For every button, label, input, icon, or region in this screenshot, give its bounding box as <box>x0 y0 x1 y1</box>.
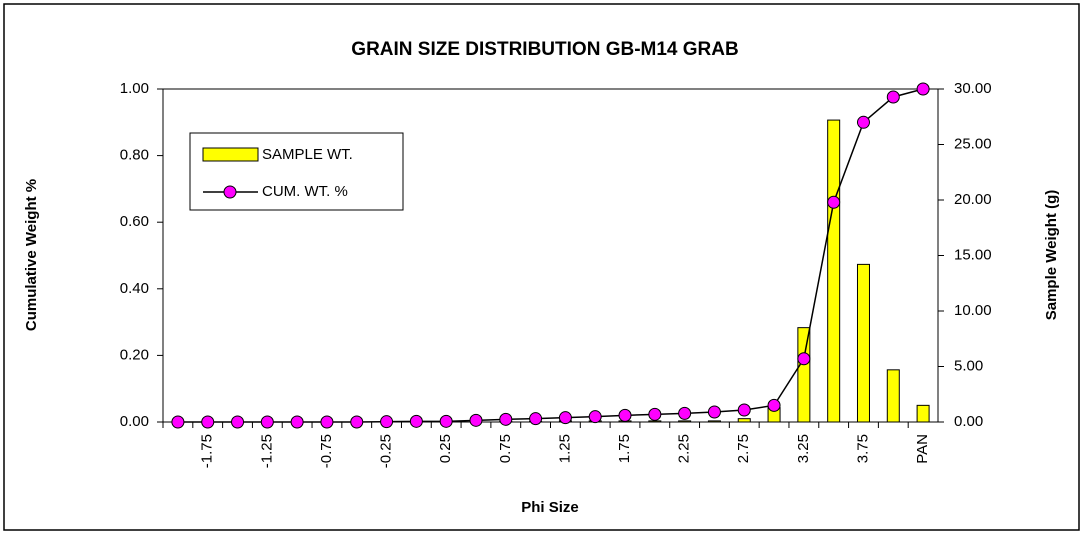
point <box>201 415 215 429</box>
y-tick-label: 1.00 <box>120 80 149 97</box>
point <box>678 406 692 420</box>
point <box>856 115 870 129</box>
x-tick-label: 1.25 <box>556 434 573 463</box>
point <box>558 411 572 425</box>
point <box>916 82 930 96</box>
chart-title: GRAIN SIZE DISTRIBUTION GB-M14 GRAB <box>351 39 738 60</box>
y2-axis-label: Sample Weight (g) <box>1043 190 1060 321</box>
bar <box>856 263 870 423</box>
x-tick-label: -0.25 <box>378 434 395 468</box>
x-tick-label: 2.25 <box>676 434 693 463</box>
point <box>469 413 483 427</box>
point <box>171 415 185 429</box>
point <box>588 410 602 424</box>
y-tick-label: 0.20 <box>120 346 149 363</box>
legend-label: CUM. WT. % <box>262 183 348 200</box>
bar <box>737 418 751 423</box>
legend-swatch <box>202 147 259 162</box>
y-tick-label: 0.80 <box>120 147 149 164</box>
point <box>886 90 900 104</box>
point <box>409 414 423 428</box>
y-tick-label: 0.00 <box>120 413 149 430</box>
point <box>380 415 394 429</box>
y-tick-label: 0.40 <box>120 280 149 297</box>
x-tick-label: 0.25 <box>437 434 454 463</box>
point <box>797 352 811 366</box>
point <box>618 408 632 422</box>
y2-tick-label: 20.00 <box>954 191 992 208</box>
bar <box>797 327 811 423</box>
chart-border <box>3 3 1080 531</box>
bar <box>648 420 662 423</box>
point <box>439 414 453 428</box>
x-tick-label: 2.75 <box>735 434 752 463</box>
y2-tick-label: 0.00 <box>954 413 983 430</box>
y-tick-label: 0.60 <box>120 213 149 230</box>
point <box>290 415 304 429</box>
point <box>350 415 364 429</box>
point <box>827 195 841 209</box>
legend-marker <box>223 185 237 199</box>
point <box>231 415 245 429</box>
point <box>767 398 781 412</box>
x-tick-label: -0.75 <box>318 434 335 468</box>
x-axis-label: Phi Size <box>521 499 579 516</box>
legend-label: SAMPLE WT. <box>262 146 353 163</box>
y2-tick-label: 10.00 <box>954 302 992 319</box>
x-tick-label: 1.75 <box>616 434 633 463</box>
point <box>320 415 334 429</box>
x-tick-label: 3.75 <box>854 434 871 463</box>
point <box>499 412 513 426</box>
bar <box>678 420 692 423</box>
y-axis-label: Cumulative Weight % <box>23 179 40 331</box>
point <box>737 403 751 417</box>
bar <box>886 369 900 423</box>
x-tick-label: PAN <box>914 434 931 464</box>
point <box>260 415 274 429</box>
bar <box>707 420 721 423</box>
point <box>529 412 543 426</box>
x-tick-label: 3.25 <box>795 434 812 463</box>
y2-tick-label: 25.00 <box>954 135 992 152</box>
point <box>707 405 721 419</box>
x-tick-label: 0.75 <box>497 434 514 463</box>
bar <box>916 404 930 423</box>
y2-tick-label: 30.00 <box>954 80 992 97</box>
bar <box>827 119 841 423</box>
y2-tick-label: 5.00 <box>954 357 983 374</box>
y2-tick-label: 15.00 <box>954 246 992 263</box>
x-tick-label: -1.25 <box>258 434 275 468</box>
point <box>648 407 662 421</box>
x-tick-label: -1.75 <box>199 434 216 468</box>
legend <box>189 132 404 211</box>
